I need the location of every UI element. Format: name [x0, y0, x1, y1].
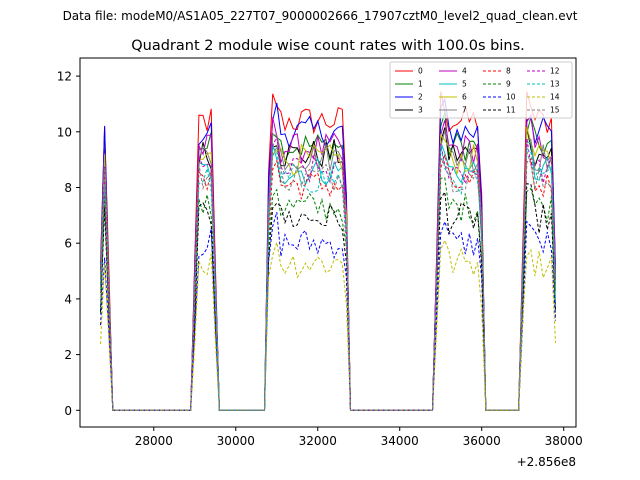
legend-label: 12: [550, 67, 560, 76]
legend-label: 1: [418, 80, 423, 89]
x-tick-label: 32000: [299, 434, 337, 448]
y-tick-label: 4: [64, 292, 72, 306]
y-tick-label: 2: [64, 348, 72, 362]
legend-label: 11: [506, 106, 516, 115]
legend-label: 4: [462, 67, 467, 76]
x-tick-label: 30000: [217, 434, 255, 448]
legend-label: 10: [506, 93, 516, 102]
series-line-15: [100, 144, 556, 411]
series-line-2: [100, 97, 556, 411]
legend-label: 15: [550, 106, 560, 115]
legend-label: 3: [418, 106, 423, 115]
legend-label: 0: [418, 67, 423, 76]
y-tick-label: 12: [57, 70, 72, 84]
series-line-8: [100, 153, 556, 411]
legend-label: 2: [418, 93, 423, 102]
legend-label: 6: [462, 93, 467, 102]
x-tick-label: 34000: [381, 434, 419, 448]
y-tick-label: 8: [64, 181, 72, 195]
legend-box: [389, 61, 573, 119]
y-tick-label: 10: [57, 125, 72, 139]
y-tick-label: 6: [64, 237, 72, 251]
series-line-11: [100, 183, 556, 411]
series-line-14: [100, 239, 556, 411]
x-axis: 28000 30000 32000 34000 36000 38000: [135, 427, 583, 448]
legend-label: 8: [506, 67, 511, 76]
legend-label: 14: [550, 93, 560, 102]
legend-label: 13: [550, 80, 560, 89]
legend-label: 5: [462, 80, 467, 89]
y-axis: 0 2 4 6 8 10 12: [57, 70, 80, 418]
legend-label: 7: [462, 106, 467, 115]
series-line-13: [100, 145, 556, 411]
series-lines: [100, 91, 556, 411]
series-line-5: [100, 141, 556, 411]
x-tick-label: 28000: [135, 434, 173, 448]
plot-frame: [79, 57, 577, 428]
legend-label: 9: [506, 80, 511, 89]
y-tick-label: 0: [64, 404, 72, 418]
data-file-label: Data file: modeM0/AS1A05_227T07_90000026…: [63, 9, 578, 23]
series-line-10: [100, 212, 556, 411]
series-line-7: [100, 129, 556, 411]
x-offset-label: +2.856e8: [517, 455, 576, 469]
series-line-0: [100, 91, 556, 411]
x-tick-label: 38000: [545, 434, 583, 448]
x-tick-label: 36000: [463, 434, 501, 448]
plot-area: [100, 91, 556, 411]
chart-title: Quadrant 2 module wise count rates with …: [131, 38, 525, 54]
